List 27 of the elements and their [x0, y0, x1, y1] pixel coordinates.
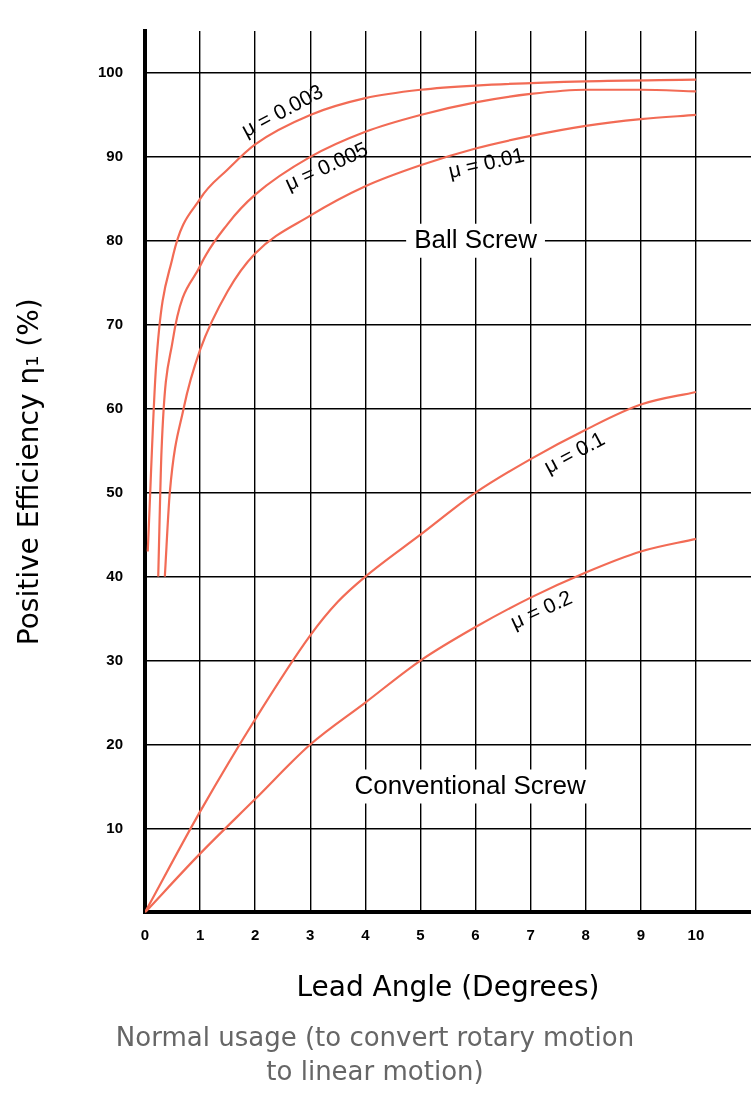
y-tick-label: 30	[106, 650, 123, 668]
x-tick-label: 8	[581, 925, 590, 943]
y-tick-label: 20	[106, 734, 123, 752]
y-tick-label: 10	[106, 818, 123, 836]
text: Normal usage (to convert rotary motion to linear motion)	[114, 1021, 636, 1088]
y-tick-label: 90	[106, 147, 123, 165]
y-tick-label: 40	[106, 566, 123, 584]
annotation: Ball Screw	[414, 224, 538, 255]
y-tick-label: 50	[106, 482, 123, 500]
x-tick-label: 9	[636, 925, 645, 943]
x-tick-label: 4	[361, 925, 371, 943]
x-tick-label: 2	[251, 925, 260, 943]
x-tick-label: 5	[416, 925, 425, 943]
x-tick-label: 10	[687, 925, 705, 943]
x-tick-label: 7	[526, 925, 535, 943]
x-tick-label: 0	[140, 925, 150, 943]
x-tick-label: 1	[195, 925, 205, 943]
annotation: Conventional Screw	[354, 769, 586, 800]
y-tick-label: 60	[106, 398, 123, 416]
y-tick-label: 100	[97, 63, 123, 81]
y-tick-label: 80	[106, 231, 123, 248]
y-tick-label: 70	[106, 314, 123, 332]
y-axis-title: Positive Efficiency η₁ (%)	[12, 298, 46, 646]
text: μ = 0.003	[237, 79, 327, 142]
x-tick-label: 3	[306, 925, 315, 943]
x-tick-label: 6	[471, 925, 480, 943]
x-axis-title: Lead Angle (Degrees)	[296, 970, 600, 1004]
